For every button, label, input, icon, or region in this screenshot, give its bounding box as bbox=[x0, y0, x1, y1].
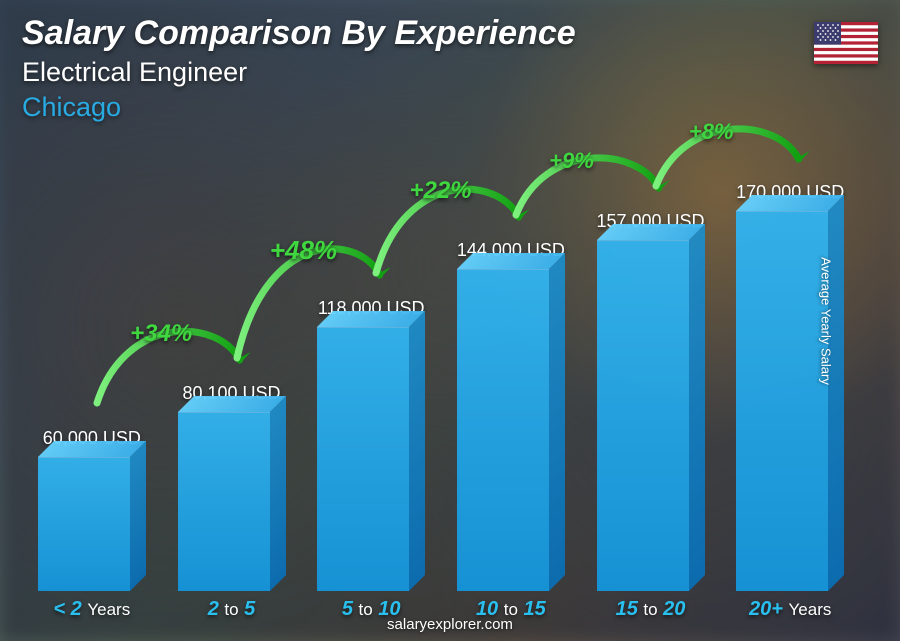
chart-header: Salary Comparison By Experience Electric… bbox=[22, 14, 576, 123]
bar-group: 170,000 USD20+ Years bbox=[720, 61, 860, 591]
bar-group: 144,000 USD10 to 15 bbox=[441, 61, 581, 591]
y-axis-label: Average Yearly Salary bbox=[819, 257, 834, 385]
increase-percent-label: +22% bbox=[410, 177, 472, 205]
bar-3d bbox=[38, 457, 146, 591]
bar-group: 118,000 USD5 to 10 bbox=[301, 61, 441, 591]
increase-percent-label: +48% bbox=[270, 235, 337, 266]
increase-percent-label: +8% bbox=[689, 119, 734, 145]
increase-percent-label: +9% bbox=[549, 148, 594, 174]
chart-title: Salary Comparison By Experience bbox=[22, 14, 576, 53]
bar-3d bbox=[317, 327, 425, 591]
bar-3d bbox=[457, 269, 565, 591]
flag-icon bbox=[814, 22, 878, 64]
increase-percent-label: +34% bbox=[130, 320, 192, 348]
bar-3d bbox=[597, 240, 705, 591]
chart-location: Chicago bbox=[22, 92, 576, 123]
chart-subtitle: Electrical Engineer bbox=[22, 57, 576, 88]
footer-attribution: salaryexplorer.com bbox=[0, 616, 900, 633]
bar-3d bbox=[178, 412, 286, 591]
